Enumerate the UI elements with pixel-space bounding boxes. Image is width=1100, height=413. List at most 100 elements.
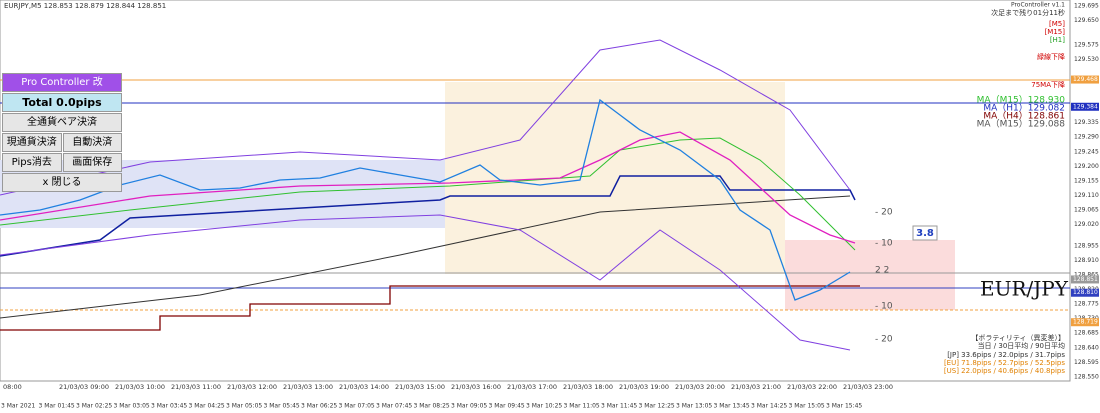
date-label: 3 Mar 11:05 [564,403,600,410]
total: Total 0.0pips [2,93,122,112]
level-label: - 20 [875,335,893,345]
x-tick-label: 21/03/03 23:00 [843,383,893,391]
ma-value: MA（M15）129.088 [977,119,1066,130]
date-label: 3 Mar 15:05 [789,403,825,410]
price-tag-label: 128.851 [1073,276,1098,283]
level-label: - 20 [875,208,893,218]
x-tick-label: 21/03/03 09:00 [59,383,109,391]
x-tick-label: 21/03/03 12:00 [227,383,277,391]
button[interactable]: Pips消去 [2,153,62,172]
price-tag-label: 129.468 [1073,76,1098,83]
pair-label: EUR/JPY [980,277,1069,301]
price-tag [1071,318,1099,327]
panel-title: Pro Controller 改 [2,73,122,92]
y-tick-label: 129.245 [1074,148,1099,155]
y-tick-label: 129.155 [1074,177,1099,184]
date-label: 3 Mar 09:05 [451,403,487,410]
date-label: 3 Mar 14:25 [751,403,787,410]
button[interactable]: 全通貨ペア決済 [2,113,122,132]
y-tick-label: 129.290 [1074,134,1099,141]
y-tick-label: 129.200 [1074,163,1099,170]
countdown: 次足まで残り01分11秒 [991,8,1065,17]
x-tick-label: 21/03/03 22:00 [787,383,837,391]
x-tick-label: 21/03/03 19:00 [619,383,669,391]
control-panel: Pro Controller 改 Total 0.0pips 全通貨ペア決済 現… [2,73,122,193]
ma-m15 [0,137,856,251]
vol-header: 当日 / 30日平均 / 90日平均 [978,341,1065,350]
date-label: 3 Mar 07:45 [376,403,412,410]
x-tick-label: 21/03/03 13:00 [283,383,333,391]
level-label: - 10 [875,239,893,249]
x-tick-label: 21/03/03 15:00 [395,383,445,391]
price-tag [1071,288,1099,297]
vol-row: [EU] 71.8pips / 52.7pips / 52.5pips [944,359,1065,367]
date-label: 3 Mar 10:25 [526,403,562,410]
y-tick-label: 128.955 [1074,242,1099,249]
date-label: 3 Mar 2021 [1,403,35,410]
y-tick-label: 128.550 [1074,373,1099,380]
date-label: 3 Mar 07:05 [339,403,375,410]
price-tag [1071,102,1099,111]
y-tick-label: 128.910 [1074,257,1099,264]
band-lower [0,214,851,351]
x-tick-label: 21/03/03 17:00 [507,383,557,391]
ma-status: 75MA下降 [1031,80,1065,89]
timeframe: [M5] [1049,20,1065,28]
y-tick-label: 128.640 [1074,344,1099,351]
x-tick-label: 21/03/03 20:00 [675,383,725,391]
date-label: 3 Mar 03:05 [114,403,150,410]
date-label: 3 Mar 05:05 [226,403,262,410]
timeframe: [M15] [1045,28,1066,36]
y-tick-label: 128.775 [1074,301,1099,308]
price-tag [1071,275,1099,284]
ma-short [0,131,856,244]
date-label: 3 Mar 01:45 [39,403,75,410]
y-tick-label: 128.685 [1074,330,1099,337]
x-tick-label: 21/03/03 10:00 [115,383,165,391]
price-tag-label: 129.384 [1073,103,1098,110]
date-label: 3 Mar 03:45 [151,403,187,410]
y-tick-label: 129.650 [1074,17,1099,24]
vol-title: 【ボラティリティ（異変差）】 [971,333,1065,342]
button[interactable]: 自動決済 [62,133,122,152]
badge-box [912,225,938,241]
y-tick-label: 129.110 [1074,192,1099,199]
y-tick-label: 129.575 [1074,41,1099,48]
tool-name: ProController v1.1 [1011,2,1065,9]
level-label: - 10 [875,302,893,312]
ma-h4 [0,285,860,331]
ma-h1 [0,175,856,257]
ma-value: MA（H1）129.082 [983,103,1065,114]
x-tick-label: 21/03/03 14:00 [339,383,389,391]
y-tick-label: 129.530 [1074,56,1099,63]
trend: 緑線下降 [1037,52,1065,61]
ma-value: MA（M15）128.930 [977,95,1066,106]
date-label: 3 Mar 06:25 [301,403,337,410]
x-tick-label: 21/03/03 11:00 [171,383,221,391]
price-tag-label: 128.810 [1073,289,1098,296]
timeframe: [H1] [1050,36,1065,44]
ma-long [0,195,851,319]
date-label: 3 Mar 04:25 [189,403,225,410]
y-tick-label: 129.335 [1074,119,1099,126]
button[interactable]: 画面保存 [62,153,122,172]
zone [445,82,785,274]
badge: 3.8 [916,228,934,239]
x-tick-label: 21/03/03 18:00 [563,383,613,391]
band-upper [0,39,851,196]
y-tick-label: 128.865 [1074,271,1099,278]
zone [785,240,955,310]
date-label: 3 Mar 15:45 [826,403,862,410]
date-label: 3 Mar 09:45 [489,403,525,410]
vol-row: [JP] 33.6pips / 32.0pips / 31.7pips [947,351,1065,359]
price [0,98,851,301]
date-label: 3 Mar 12:25 [639,403,675,410]
x-tick-label: 21/03/03 21:00 [731,383,781,391]
x-tick-label: 08:00 [3,383,22,391]
y-tick-label: 129.695 [1074,3,1099,10]
date-label: 3 Mar 05:45 [264,403,300,410]
button[interactable]: x 閉じる [2,173,122,192]
ma-value: MA（H4）128.861 [983,111,1065,122]
button[interactable]: 現通貨決済 [2,133,62,152]
